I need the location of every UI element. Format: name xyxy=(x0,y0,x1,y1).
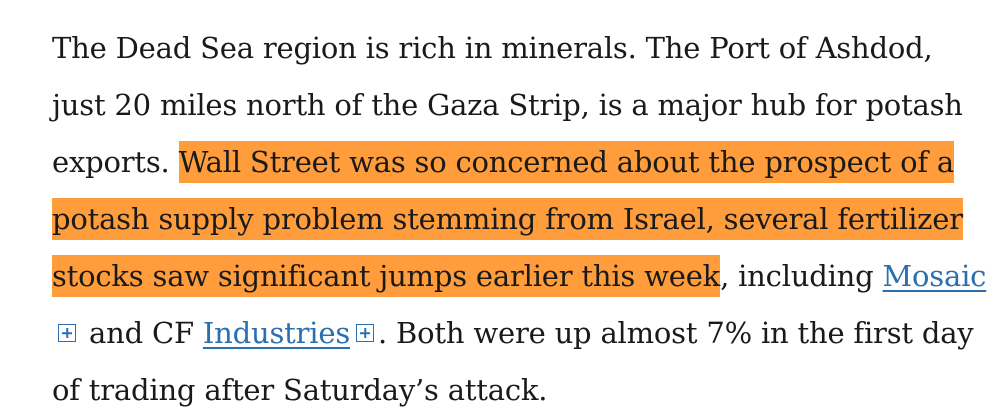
body-text: . Both were up almost 7% in the first da… xyxy=(52,316,974,407)
expand-mosaic-icon[interactable] xyxy=(58,324,76,342)
industries-link[interactable]: Industries xyxy=(202,316,350,350)
article-paragraph: The Dead Sea region is rich in minerals.… xyxy=(52,20,992,419)
body-text: The Dead Sea region is rich in minerals.… xyxy=(52,31,963,179)
expand-industries-icon[interactable] xyxy=(356,324,374,342)
body-text: and CF xyxy=(80,316,203,350)
body-text: , including xyxy=(720,259,883,293)
mosaic-link[interactable]: Mosaic xyxy=(882,259,987,293)
